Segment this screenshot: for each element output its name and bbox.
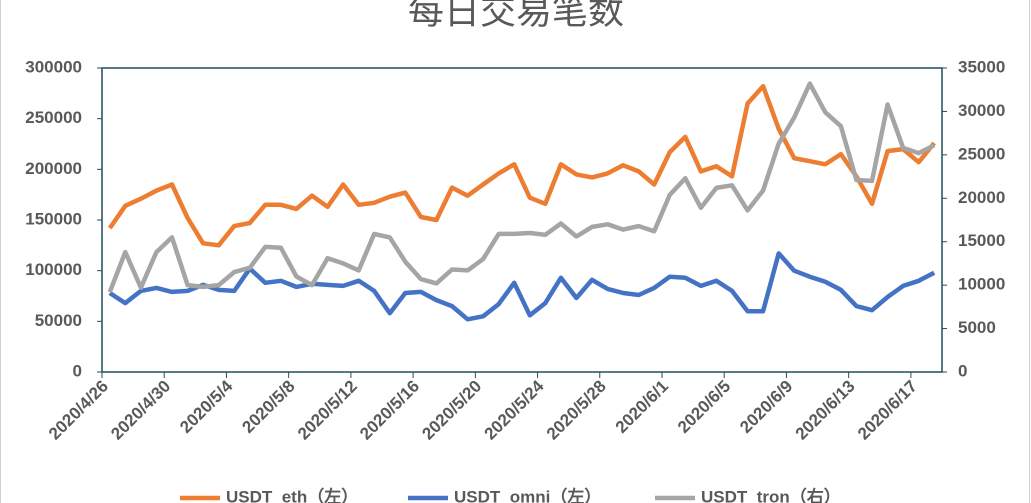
y2-tick-label: 30000 — [958, 101, 1005, 120]
y2-tick-label: 0 — [958, 361, 967, 380]
x-tick-label: 2020/6/13 — [792, 377, 859, 444]
legend-label: USDT_eth（左） — [226, 486, 358, 503]
y2-tick-label: 20000 — [958, 188, 1005, 207]
x-tick-label: 2020/5/24 — [481, 376, 548, 443]
legend-label: USDT_tron（右） — [701, 486, 841, 503]
x-tick-label: 2020/6/1 — [612, 377, 672, 437]
y-tick-label: 300000 — [25, 57, 82, 76]
y-tick-label: 50000 — [35, 311, 82, 330]
x-tick-label: 2020/5/12 — [294, 377, 361, 444]
y-tick-label: 200000 — [25, 159, 82, 178]
series-line — [107, 81, 936, 293]
y2-tick-label: 5000 — [958, 318, 996, 337]
x-tick-label: 2020/5/28 — [543, 377, 610, 444]
x-tick-label: 2020/4/30 — [107, 377, 174, 444]
x-tick-label: 2020/6/17 — [854, 377, 921, 444]
chart-title: 每日交易笔数 — [408, 0, 624, 32]
x-tick-label: 2020/6/9 — [736, 377, 796, 437]
y-tick-label: 150000 — [25, 209, 82, 228]
legend-label: USDT_omni（左） — [454, 486, 601, 503]
y-tick-label: 100000 — [25, 260, 82, 279]
series-line — [107, 83, 936, 248]
x-tick-label: 2020/5/4 — [176, 376, 237, 437]
x-tick-label: 2020/5/16 — [356, 377, 423, 444]
y2-tick-label: 10000 — [958, 275, 1005, 294]
x-tick-label: 2020/6/5 — [674, 377, 734, 437]
x-tick-label: 2020/5/20 — [418, 377, 485, 444]
x-tick-label: 2020/4/26 — [45, 377, 112, 444]
y2-tick-label: 35000 — [958, 57, 1005, 76]
plot-frame — [101, 67, 943, 373]
series-line — [108, 251, 936, 322]
y2-tick-label: 15000 — [958, 231, 1005, 250]
x-tick-label: 2020/5/8 — [238, 377, 298, 437]
y-tick-label: 250000 — [25, 108, 82, 127]
y2-tick-label: 25000 — [958, 144, 1005, 163]
y-tick-label: 0 — [73, 361, 82, 380]
